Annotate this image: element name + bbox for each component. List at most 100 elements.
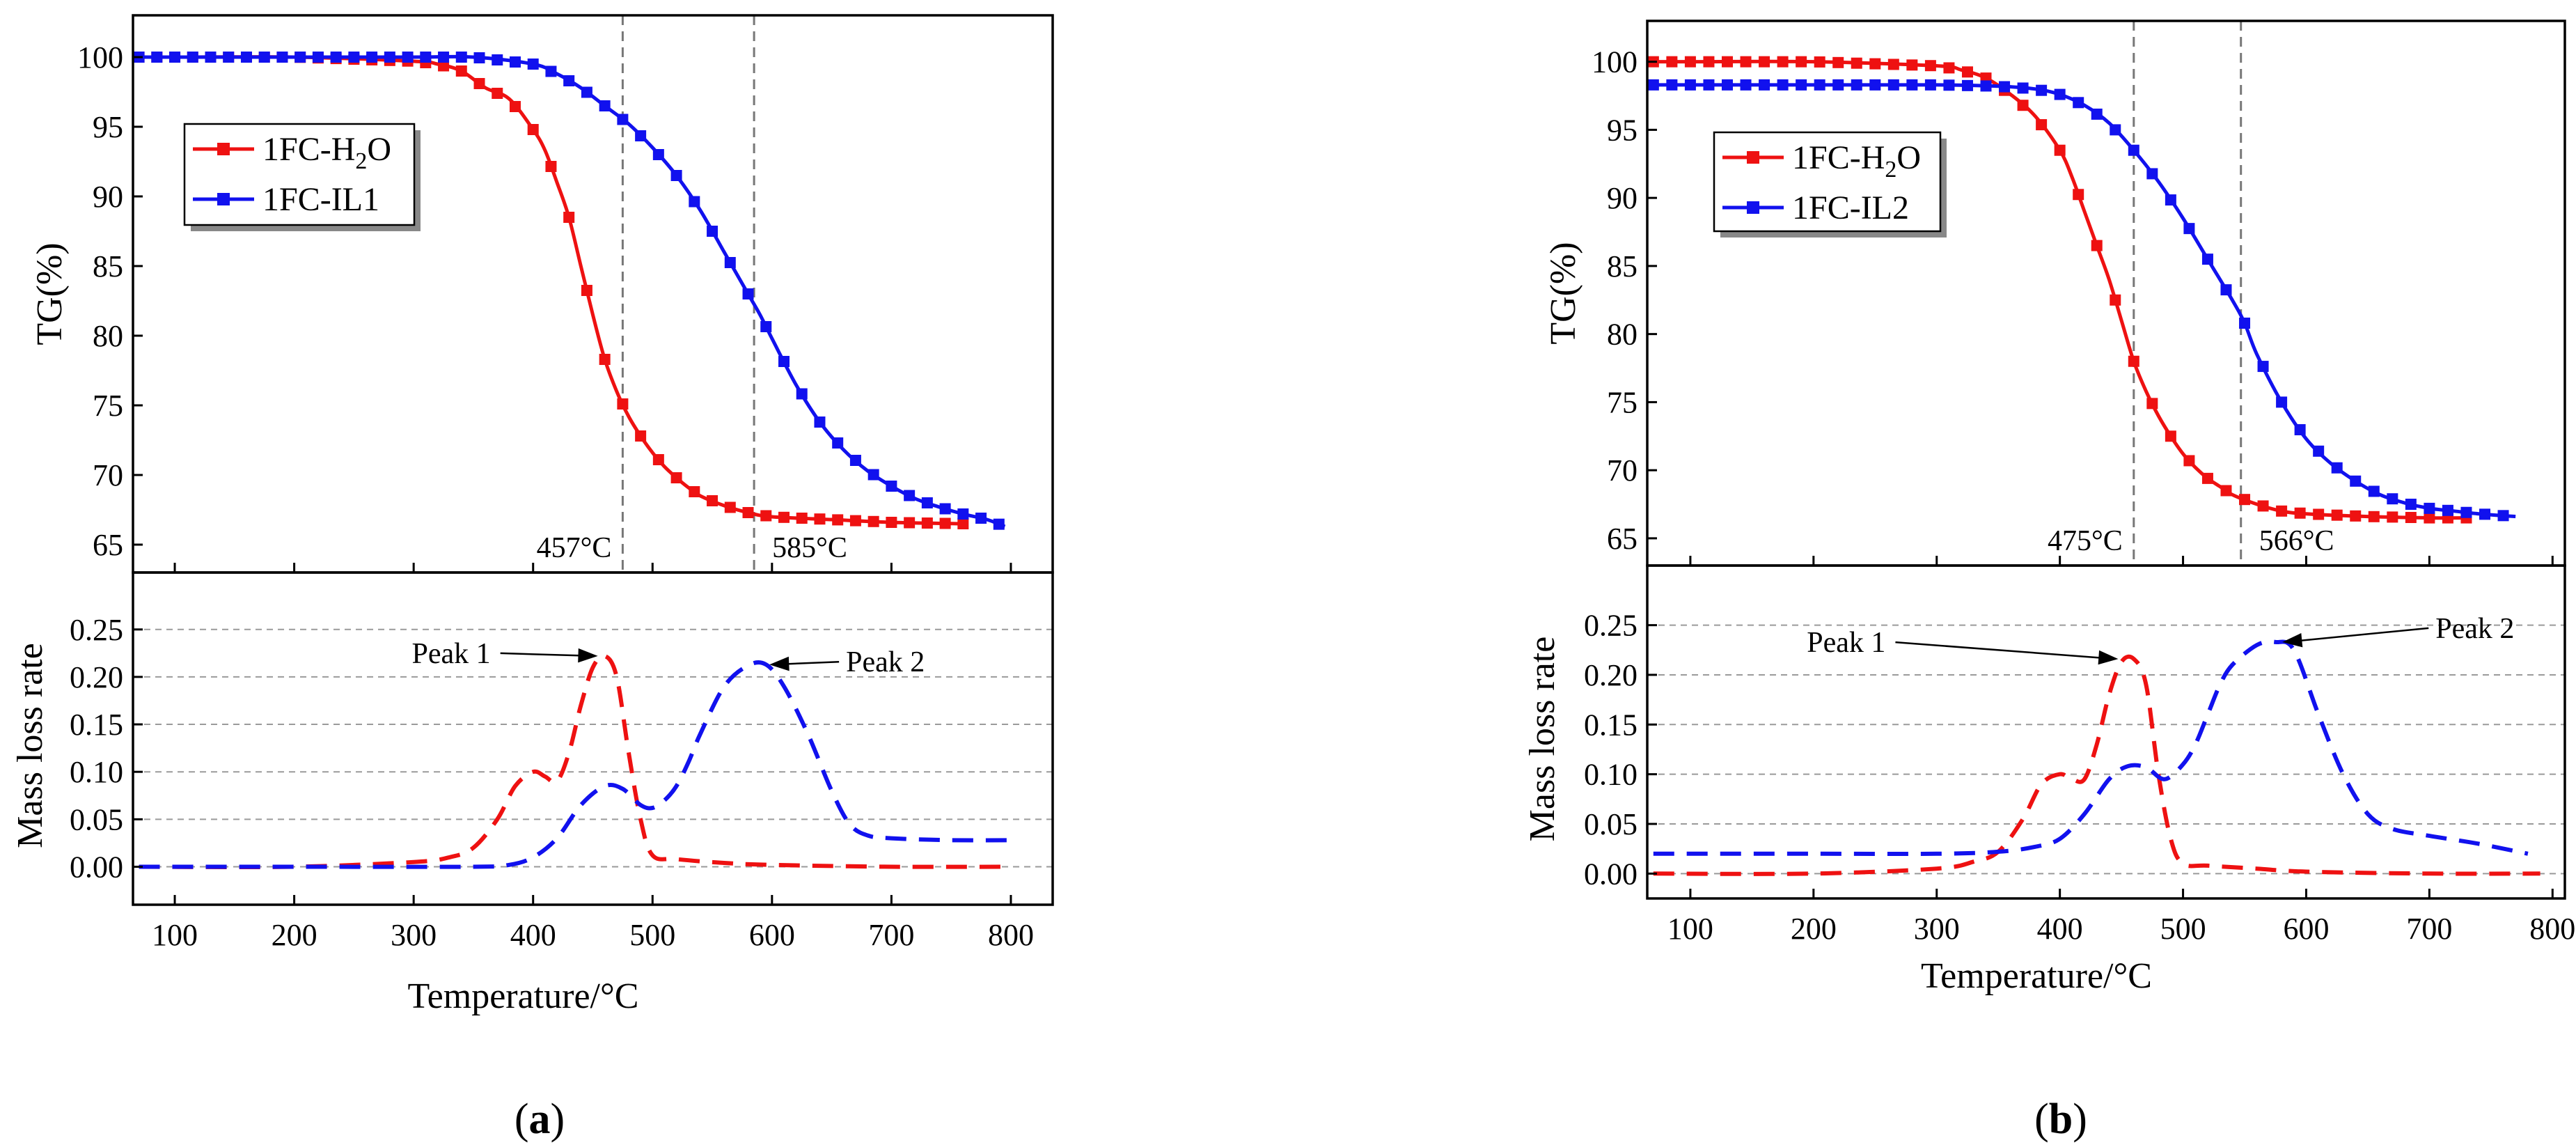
legend-marker bbox=[217, 193, 230, 205]
dtg-ylabel: Mass loss rate bbox=[1523, 637, 1562, 842]
tg-marker bbox=[2331, 509, 2343, 521]
tg-marker bbox=[724, 501, 736, 513]
xtick-label: 300 bbox=[391, 918, 437, 952]
tg-marker bbox=[1851, 57, 1862, 69]
tg-marker bbox=[2276, 396, 2288, 408]
legend-marker bbox=[1747, 151, 1759, 164]
panel-label: (a) bbox=[515, 1096, 565, 1143]
tg-ytick-label: 95 bbox=[1607, 113, 1638, 147]
tg-marker bbox=[2479, 508, 2491, 520]
legend-label: 1FC-H2O bbox=[1792, 139, 1921, 182]
tg-ytick-label: 95 bbox=[93, 110, 123, 144]
tg-marker bbox=[2424, 512, 2435, 524]
peak-label: Peak 2 bbox=[846, 646, 925, 678]
xtick-label: 200 bbox=[1791, 912, 1837, 946]
panel-b: 475°C 566°C 65 70 75 80 85 90 95 100 0.00 0.05 0.10 0… bbox=[1523, 20, 2575, 1143]
tg-marker bbox=[670, 472, 682, 483]
dtg-ytick-label: 0.10 bbox=[70, 755, 123, 789]
tg-marker bbox=[1796, 56, 1807, 68]
tg-marker bbox=[312, 52, 324, 63]
tg-marker bbox=[2201, 472, 2213, 484]
tg-marker bbox=[1721, 56, 1733, 68]
tg-marker bbox=[814, 416, 826, 428]
tg-ytick-label: 70 bbox=[93, 458, 123, 492]
tg-marker bbox=[1851, 79, 1862, 91]
tg-ytick-label: 65 bbox=[1607, 522, 1638, 556]
tg-marker bbox=[599, 100, 611, 111]
tg-marker bbox=[599, 354, 611, 365]
tg-marker bbox=[1887, 79, 1899, 91]
tg-series-line bbox=[139, 55, 964, 526]
peak-arrow-head bbox=[2098, 650, 2119, 665]
tg-marker bbox=[814, 513, 826, 525]
tg-marker bbox=[1999, 81, 2011, 93]
tg-marker bbox=[545, 161, 557, 172]
tg-plot-frame bbox=[132, 14, 1054, 574]
tg-marker bbox=[294, 52, 306, 63]
tg-marker bbox=[1832, 79, 1844, 91]
tg-marker bbox=[1666, 79, 1678, 91]
tg-ytick-label: 85 bbox=[93, 249, 123, 283]
tg-marker bbox=[1869, 58, 1881, 70]
tg-marker bbox=[849, 455, 861, 466]
xtick-label: 500 bbox=[2160, 912, 2206, 946]
tg-marker bbox=[2368, 511, 2380, 522]
tg-ytick-label: 90 bbox=[93, 180, 123, 214]
tg-marker bbox=[2036, 119, 2048, 131]
dtg-series-line bbox=[139, 660, 1012, 869]
xtick-label: 800 bbox=[988, 918, 1034, 952]
xtick-label: 600 bbox=[749, 918, 795, 952]
tg-marker bbox=[2073, 97, 2084, 109]
tg-marker bbox=[2201, 254, 2213, 265]
tg-marker bbox=[867, 515, 879, 527]
panel-label: (b) bbox=[2034, 1096, 2087, 1143]
tg-marker bbox=[2146, 168, 2158, 180]
xtick-label: 400 bbox=[2037, 912, 2083, 946]
tg-marker bbox=[760, 321, 772, 332]
tg-marker bbox=[939, 517, 951, 529]
tg-marker bbox=[330, 52, 342, 63]
tg-marker bbox=[2405, 511, 2417, 523]
tg-marker bbox=[1777, 79, 1789, 91]
tg-marker bbox=[205, 52, 217, 63]
tg-marker bbox=[832, 437, 844, 449]
tg-ylabel: TG(%) bbox=[30, 242, 70, 345]
tg-marker bbox=[2405, 499, 2417, 511]
tg-marker bbox=[438, 52, 450, 63]
tg-marker bbox=[2110, 124, 2121, 136]
tg-marker bbox=[509, 101, 521, 112]
tg-marker bbox=[2276, 505, 2288, 517]
dtg-ytick-label: 0.15 bbox=[70, 708, 123, 742]
tg-marker bbox=[1666, 56, 1678, 68]
tg-marker bbox=[187, 52, 198, 63]
tg-marker bbox=[420, 52, 432, 63]
tg-marker bbox=[760, 510, 772, 522]
dtg-plot-frame bbox=[1646, 564, 2566, 900]
tg-marker bbox=[473, 52, 485, 63]
tg-marker bbox=[2257, 500, 2269, 512]
tg-marker bbox=[2239, 494, 2251, 506]
tg-marker bbox=[2146, 398, 2158, 410]
tg-ytick-label: 80 bbox=[93, 319, 123, 353]
dtg-plot-frame bbox=[132, 571, 1054, 906]
tg-marker bbox=[2017, 100, 2029, 111]
tg-marker bbox=[707, 495, 718, 506]
tg-marker bbox=[975, 513, 987, 524]
tg-marker bbox=[527, 124, 539, 135]
tg-marker bbox=[492, 54, 503, 65]
tg-marker bbox=[957, 508, 969, 520]
tg-marker bbox=[438, 60, 450, 72]
tg-marker bbox=[1961, 66, 1973, 78]
tg-marker bbox=[1961, 79, 1973, 91]
tg-marker bbox=[258, 52, 270, 63]
tg-marker bbox=[1759, 56, 1770, 68]
tg-marker bbox=[240, 52, 252, 63]
tg-marker bbox=[492, 88, 503, 99]
tg-marker bbox=[921, 497, 933, 508]
tg-marker bbox=[2017, 82, 2029, 94]
tg-marker bbox=[2350, 475, 2362, 487]
tg-marker bbox=[904, 517, 916, 529]
tg-marker bbox=[1943, 62, 1955, 74]
tg-marker bbox=[2054, 144, 2066, 156]
tg-marker bbox=[635, 430, 647, 442]
